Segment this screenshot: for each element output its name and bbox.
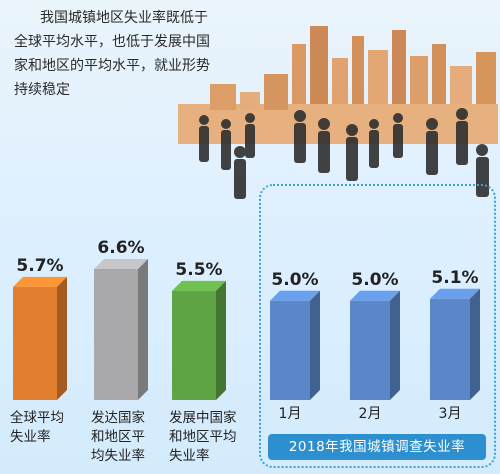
comparison-bar-side-0 xyxy=(57,276,67,400)
headline-line-3: 家和地区的平均水平，就业形势 xyxy=(14,58,210,74)
comparison-bar-top-0 xyxy=(13,276,67,287)
monthly-category-label-2: 3月 xyxy=(439,406,462,422)
headline-line-1: 我国城镇地区失业率既低于 xyxy=(40,10,208,26)
headline-line-2: 全球平均水平，也低于发展中国 xyxy=(14,34,210,50)
city-skyline-illustration xyxy=(178,26,498,144)
comparison-category-label-1-1: 和地区平 xyxy=(91,429,145,445)
monthly-bar-2 xyxy=(430,298,470,400)
headline-line-4: 持续稳定 xyxy=(14,82,70,98)
monthly-category-label-0: 1月 xyxy=(279,406,302,422)
monthly-value-label-2: 5.1% xyxy=(431,268,478,288)
monthly-bar-1 xyxy=(350,300,390,400)
comparison-category-label-2-0: 发展中国家 xyxy=(169,409,237,426)
comparison-category-label-2-1: 和地区平均 xyxy=(169,429,237,445)
monthly-bar-0 xyxy=(270,300,310,400)
monthly-bar-top-1 xyxy=(350,290,400,301)
headline: 我国城镇地区失业率既低于 全球平均水平，也低于发展中国 家和地区的平均水平，就业… xyxy=(14,6,264,102)
monthly-chart-frame xyxy=(259,184,496,468)
monthly-bar-top-0 xyxy=(270,290,320,301)
monthly-bar-side-1 xyxy=(390,290,400,400)
comparison-value-label-2: 5.5% xyxy=(175,260,222,280)
monthly-value-label-0: 5.0% xyxy=(271,270,318,290)
comparison-bar-top-2 xyxy=(172,280,226,291)
crowd-silhouette-illustration xyxy=(199,108,489,199)
comparison-category-label-2-2: 失业率 xyxy=(169,447,210,464)
monthly-bar-side-0 xyxy=(310,290,320,400)
comparison-value-label-0: 5.7% xyxy=(16,256,63,276)
comparison-bar-1 xyxy=(94,269,138,400)
comparison-bar-side-1 xyxy=(138,259,148,400)
comparison-category-label-0-1: 失业率 xyxy=(10,428,51,445)
comparison-category-label-1-0: 发达国家 xyxy=(91,409,145,426)
monthly-chart-title: 2018年我国城镇调查失业率 xyxy=(268,434,486,460)
comparison-category-label-1-2: 均失业率 xyxy=(91,447,145,464)
comparison-category-label-0-0: 全球平均 xyxy=(10,409,64,426)
monthly-value-label-1: 5.0% xyxy=(351,270,398,290)
monthly-category-label-1: 2月 xyxy=(359,406,382,422)
comparison-value-label-1: 6.6% xyxy=(97,238,144,258)
comparison-bar-2 xyxy=(172,290,216,400)
monthly-bar-top-2 xyxy=(430,288,480,299)
comparison-bar-top-1 xyxy=(94,259,148,269)
comparison-bar-0 xyxy=(13,286,57,400)
comparison-bar-side-2 xyxy=(216,280,226,400)
monthly-bar-side-2 xyxy=(470,288,480,400)
